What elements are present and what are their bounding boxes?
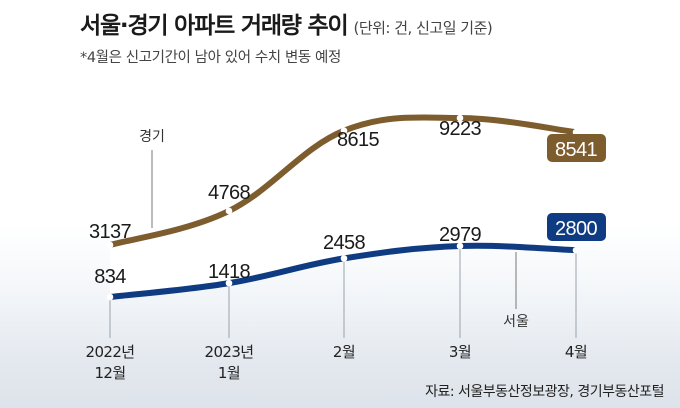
x-tick-label: 12월	[94, 364, 125, 382]
point-gyeonggi	[225, 207, 233, 215]
point-seoul	[340, 255, 348, 262]
data-label-gyeonggi: 3137	[89, 221, 132, 243]
x-tick-label: 4월	[565, 343, 587, 361]
x-tick-label: 2023년	[205, 343, 254, 361]
x-tick-label: 2022년	[86, 343, 135, 361]
chart-subtitle: (단위: 건, 신고일 기준)	[353, 19, 493, 37]
x-tick-label: 1월	[218, 364, 240, 382]
chart-title: 서울·경기 아파트 거래량 추이	[80, 13, 349, 39]
chart-note: *4월은 신고기간이 남아 있어 수치 변동 예정	[80, 50, 341, 66]
point-seoul	[456, 242, 464, 250]
x-tick-label: 2월	[333, 343, 355, 361]
series-band-fill	[110, 117, 576, 297]
series-name-gyeonggi: 경기	[139, 129, 165, 145]
point-gyeonggi	[572, 128, 580, 136]
point-gyeonggi	[340, 127, 348, 134]
badge-label-gyeonggi: 8541	[555, 139, 598, 161]
point-seoul	[106, 293, 114, 301]
point-gyeonggi	[106, 241, 114, 249]
source-credit: 자료: 서울부동산정보광장, 경기부동산포털	[425, 384, 664, 400]
badge-seoul	[547, 213, 606, 241]
series-line-gyeonggi	[107, 114, 579, 248]
data-label-seoul: 2458	[323, 232, 366, 254]
chart-title-row: 서울·경기 아파트 거래량 추이 (단위: 건, 신고일 기준)	[80, 6, 493, 40]
point-gyeonggi	[456, 114, 464, 122]
point-seoul	[225, 279, 233, 287]
badge-label-seoul: 2800	[555, 218, 598, 240]
badge-gyeonggi	[547, 134, 606, 162]
data-label-gyeonggi: 8615	[337, 129, 380, 151]
x-tick-label: 3월	[449, 343, 471, 361]
data-label-seoul: 1418	[208, 261, 251, 283]
data-label-seoul: 834	[94, 266, 126, 288]
series-name-seoul: 서울	[503, 314, 529, 330]
data-label-gyeonggi: 4768	[208, 182, 251, 204]
data-label-seoul: 2979	[439, 224, 482, 246]
point-seoul	[572, 246, 580, 254]
data-label-gyeonggi: 9223	[439, 118, 482, 140]
